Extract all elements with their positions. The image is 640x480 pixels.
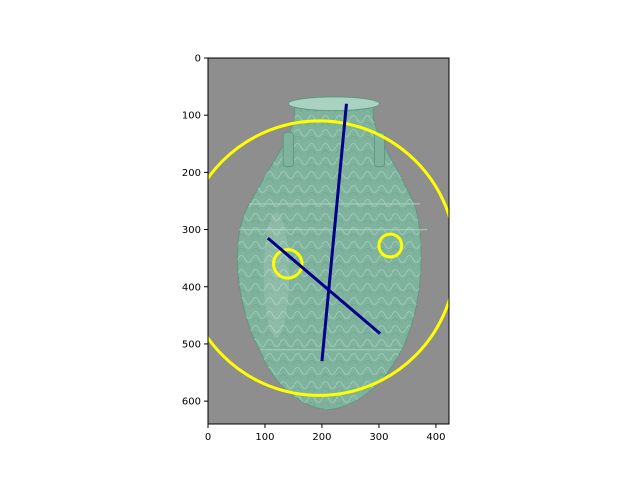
plot-area	[208, 58, 449, 424]
vase-handle-right	[373, 131, 386, 168]
annotation-circle-2	[377, 232, 404, 259]
y-tick-label: 500	[182, 339, 201, 350]
y-tick-label: 200	[182, 168, 201, 179]
annotation-line-0	[320, 103, 348, 362]
annotation-line-1	[266, 236, 382, 335]
circle-annotations	[208, 119, 449, 397]
x-tick-label: 0	[205, 432, 211, 443]
line-annotations	[266, 103, 382, 362]
vase-handle-left	[282, 131, 294, 168]
x-tick-label: 300	[369, 432, 388, 443]
x-tick-label: 200	[312, 432, 331, 443]
vase-image	[236, 96, 428, 411]
y-tick-label: 400	[182, 282, 201, 293]
axes-frame	[207, 57, 450, 425]
y-tick-label: 0	[195, 54, 201, 65]
vase-highlight	[263, 212, 289, 339]
annotation-circle-1	[272, 248, 304, 280]
x-axis: 0 100 200 300 400	[205, 424, 445, 443]
y-tick-label: 100	[182, 111, 201, 122]
y-tick-label: 600	[182, 397, 201, 408]
y-tick-label: 300	[182, 225, 201, 236]
annotation-circle-0	[208, 119, 449, 397]
x-tick-label: 400	[426, 432, 445, 443]
vase-lip	[287, 96, 380, 112]
y-axis: 0 100 200 300 400 500 600	[182, 54, 208, 408]
vase-texture	[237, 104, 422, 410]
x-tick-label: 100	[255, 432, 274, 443]
